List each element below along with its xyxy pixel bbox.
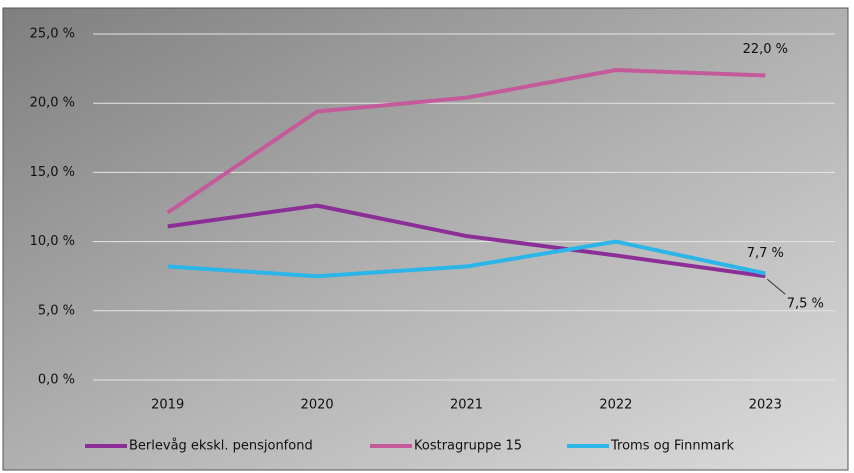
y-tick-label: 5,0 % [38,303,75,318]
y-tick-label: 25,0 % [30,27,75,42]
y-tick-label: 20,0 % [30,96,75,111]
leader-line [766,278,786,295]
legend-label: Troms og Finnmark [610,439,735,454]
series-line [167,239,766,279]
y-tick-label: 10,0 % [30,234,75,249]
chart-frame [2,7,849,471]
data-label: 7,5 % [787,297,824,312]
legend-label: Kostragruppe 15 [414,439,522,454]
x-tick-label: 2023 [749,398,782,413]
legend-label: Berlevåg ekskl. pensjonfond [129,439,313,454]
y-tick-label: 0,0 % [38,373,75,388]
x-tick-label: 2019 [151,398,184,413]
data-label: 22,0 % [743,42,788,57]
x-tick-label: 2021 [450,398,483,413]
x-tick-label: 2020 [301,398,334,413]
x-tick-label: 2022 [599,398,632,413]
series-line [167,203,766,279]
data-label: 7,7 % [747,246,784,261]
y-tick-label: 15,0 % [30,165,75,180]
series-line [166,67,766,215]
